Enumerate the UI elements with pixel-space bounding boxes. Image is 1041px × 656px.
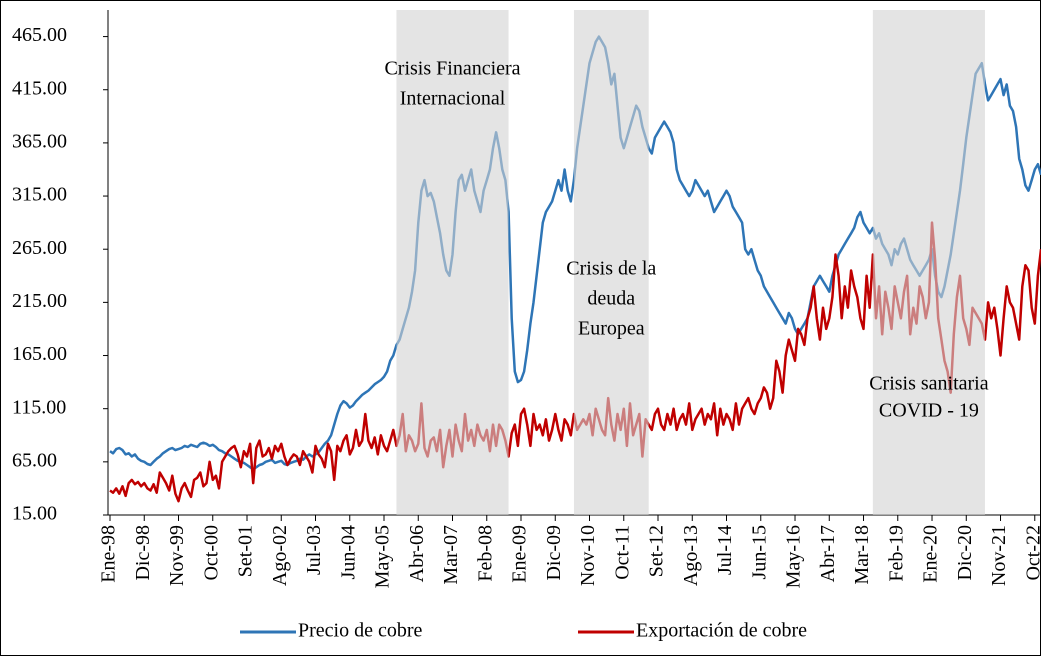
annotation: Internacional <box>400 88 506 110</box>
x-tick-label: Feb-19 <box>885 525 907 582</box>
x-tick-label: Dic-98 <box>132 525 154 581</box>
x-tick-label: Ene-98 <box>98 525 120 583</box>
x-tick-label: May-05 <box>372 525 394 588</box>
y-tick-label: 15.00 <box>12 503 57 525</box>
annotation: COVID - 19 <box>879 400 979 422</box>
y-tick-label: 115.00 <box>12 396 66 418</box>
y-tick-label: 165.00 <box>12 343 67 365</box>
x-tick-label: Dic-09 <box>543 525 565 581</box>
x-tick-label: Set-12 <box>646 525 668 577</box>
x-tick-label: Abr-17 <box>817 525 839 582</box>
y-tick-label: 265.00 <box>12 237 67 259</box>
legend-label: Exportación de cobre <box>636 620 807 642</box>
x-tick-label: Ene-09 <box>509 525 531 583</box>
x-tick-label: Ago-02 <box>269 525 291 586</box>
x-tick-label: Oct-11 <box>611 525 633 580</box>
x-tick-label: May-16 <box>783 525 805 588</box>
x-tick-label: Nov-10 <box>577 525 599 586</box>
shaded-region <box>573 10 649 515</box>
x-tick-label: Jun-04 <box>337 525 359 579</box>
annotation: Crisis de la <box>566 258 656 280</box>
legend-label: Precio de cobre <box>298 620 423 642</box>
x-tick-label: Ene-20 <box>920 525 942 583</box>
x-tick-label: Mar-07 <box>440 525 462 585</box>
y-tick-label: 415.00 <box>12 77 67 99</box>
x-tick-label: Nov-21 <box>988 525 1010 586</box>
annotation: Crisis Financiera <box>384 58 520 80</box>
annotation: deuda <box>587 288 635 310</box>
y-tick-label: 215.00 <box>12 290 67 312</box>
annotation: Europea <box>578 318 645 340</box>
x-tick-label: Mar-18 <box>851 525 873 585</box>
x-tick-label: Oct-00 <box>200 525 222 581</box>
x-tick-label: Feb-08 <box>474 525 496 582</box>
y-tick-label: 365.00 <box>12 130 67 152</box>
x-tick-label: Abr-06 <box>406 525 428 582</box>
y-tick-label: 315.00 <box>12 184 67 206</box>
x-tick-label: Nov-99 <box>166 525 188 586</box>
y-tick-label: 465.00 <box>12 24 67 46</box>
x-tick-label: Jun-15 <box>748 525 770 579</box>
x-tick-label: Set-01 <box>235 525 257 577</box>
shaded-region <box>396 10 509 515</box>
x-tick-label: Ago-13 <box>680 525 702 586</box>
annotation: Crisis sanitaria <box>869 373 989 395</box>
x-tick-label: Jul-14 <box>714 525 736 575</box>
x-tick-label: Jul-03 <box>303 525 325 575</box>
y-tick-label: 65.00 <box>12 449 57 471</box>
shaded-region <box>872 10 985 515</box>
x-tick-label: Dic-20 <box>954 525 976 581</box>
x-tick-label: Oct-22 <box>1022 525 1041 581</box>
